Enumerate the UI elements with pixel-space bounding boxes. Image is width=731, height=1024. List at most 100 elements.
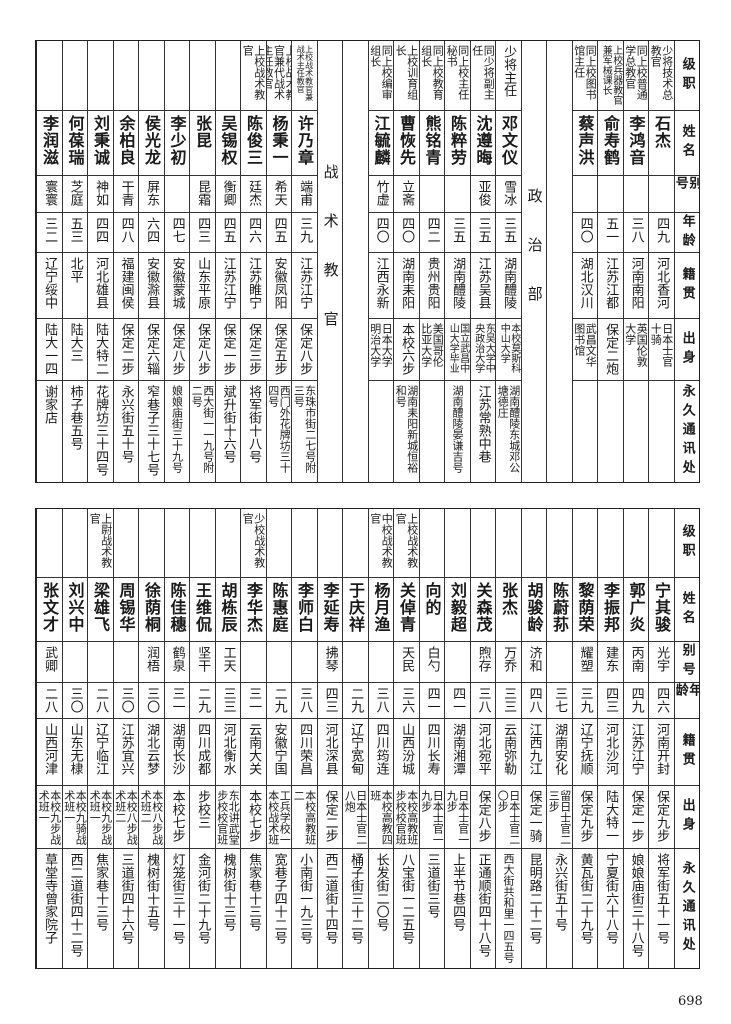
name-cell: 张杰 [496,578,521,642]
age: 六四 [144,217,160,243]
address-cell: 湖南醴陵东城邓公塘德庄 [496,381,520,481]
personnel-table-top: 级职 姓名 别号 年龄 籍贯 出身 永久通讯处 少将技术总教官 石杰 四九 河北香河 日本士官十骑 同上… [35,40,700,483]
name: 向的 [422,582,442,616]
education-cell: 国立武昌中山大学毕业 [445,319,470,381]
native-place: 江苏吴县 [475,257,491,309]
alias: 光宇 [654,646,670,672]
name-cell: 李鸿音 [623,111,648,176]
alias: 坚干 [195,646,211,672]
native-place: 湖南安化 [552,723,568,775]
person-column: 何葆瑞 芝庭 五三 北平 陆大三 柿子巷五号 [61,41,87,482]
age: 三七 [552,687,568,713]
age: 四五 [220,217,236,243]
native-place: 辽宁临江 [93,723,109,775]
address-cell: 娘娘庙街三十八号 [624,849,649,967]
education: 东北讲武堂步校校官班 [215,790,240,845]
education: 保定九步 [654,790,670,842]
age: 四三 [322,687,338,713]
age: 四六 [654,687,670,713]
name-cell: 陈俊三 [241,111,266,176]
alias-cell: 丙南 [623,642,648,683]
education-cell: 陆大特一 [598,786,623,849]
rank-title-cell [215,41,240,111]
age: 三三 [220,687,236,713]
native-place-cell: 河北宛平 [470,719,495,786]
name: 沈遵晦 [473,115,493,166]
rank-title: 上校战术教官 [241,45,266,100]
alias: 寰寰 [42,180,58,206]
name-cell: 张昆 [190,111,215,176]
age: 二九 [195,687,211,713]
age: 四三 [603,687,619,713]
native-place: 江苏宜兴 [118,723,134,775]
education-cell: 本校六步 [394,319,419,381]
native-place-cell: 河北沙河 [598,719,623,786]
age-cell: 三一 [241,683,266,719]
native-place-cell: 山东无棣 [62,719,87,786]
address-cell: 黄瓦街二十九号 [573,849,598,967]
header-column: 级职 姓名 别号 年龄 籍贯 出身 永久通讯处 [673,509,699,968]
education-cell: 保定一步 [623,786,648,849]
native-place-cell: 湖南耒阳 [394,253,419,319]
name-cell: 宁其骏 [649,578,674,642]
name: 李师白 [295,582,315,633]
education-cell: 留日士官二三步 [547,786,572,849]
age-cell: 四四 [88,213,113,253]
native-place-cell: 江苏江都 [598,253,623,319]
rank-title-cell: 少将主任 [496,41,521,111]
native-place: 辽宁绥中 [42,257,58,309]
native-place-cell: 四川筠连 [368,719,393,786]
education: 美国哥伦比亚大学 [419,323,444,367]
person-column: 上尉战术教官 梁雄飞 二八 辽宁临江 本校九步战术班一 焦家巷十三号 [87,509,113,968]
education: 本校八步战术班二 [139,790,164,845]
rank-title-cell [190,509,215,578]
name: 王维侃 [193,582,213,633]
name: 余柏良 [116,115,136,166]
alias: 干青 [118,180,134,206]
section-label: 政治部 [525,188,544,335]
education: 本校高教四班 [368,790,393,845]
name-cell: 李华杰 [241,578,266,642]
rank-title: 上校训育组长 [394,45,419,100]
person-column: 黎荫荣 耀塑 三九 辽宁抚顺 保定九步 黄瓦街二十九号 [571,509,598,968]
rank-title-cell [88,41,113,111]
name-cell: 关森茂 [470,578,495,642]
name-cell: 梁雄飞 [88,578,113,642]
address-cell [624,381,649,481]
address-cell: 将军街五十一号 [649,849,674,967]
name-cell: 邓文仪 [496,111,521,176]
address: 东珠市街二七号附三号 [292,385,317,473]
education: 保定二步 [322,790,338,842]
education: 武昌文华图书馆 [572,323,597,367]
education-cell: 保定八步 [164,319,189,381]
education: 日本士官二〇步 [496,790,521,845]
rank-title-cell [139,509,164,578]
rank-title-cell [113,509,138,578]
education: 国立武昌中山大学毕业 [447,323,469,373]
native-place-cell: 辽宁临江 [88,719,113,786]
native-place-cell: 辽宁抚顺 [572,719,597,786]
rank-title-cell [164,41,189,111]
rank-title-cell [266,509,291,578]
name: 李少初 [167,115,187,166]
alias: 鹤泉 [169,646,185,672]
age-cell: 三三 [496,683,521,719]
alias-cell [266,642,291,683]
age: 四二 [424,217,440,243]
education: 英国伦敦大学 [623,323,648,367]
native-place: 山东无棣 [67,723,83,775]
age: 五一 [603,217,619,243]
native-place-cell: 安徽宁国 [266,719,291,786]
rank-title-cell [572,509,597,578]
alias-cell [292,642,317,683]
age-cell: 三九 [292,213,317,253]
address: 西门外花牌坊三十四号 [266,385,291,473]
native-place-cell: 贵州贵阳 [419,253,444,319]
native-place: 江西永新 [373,257,389,309]
name-cell: 石杰 [649,111,674,176]
name-cell: 郭广炎 [623,578,648,642]
rank-title-cell [343,509,368,578]
education: 日本大学明治大学 [368,323,393,367]
age-cell: 三八 [292,683,317,719]
name-cell: 杨秉一 [266,111,291,176]
